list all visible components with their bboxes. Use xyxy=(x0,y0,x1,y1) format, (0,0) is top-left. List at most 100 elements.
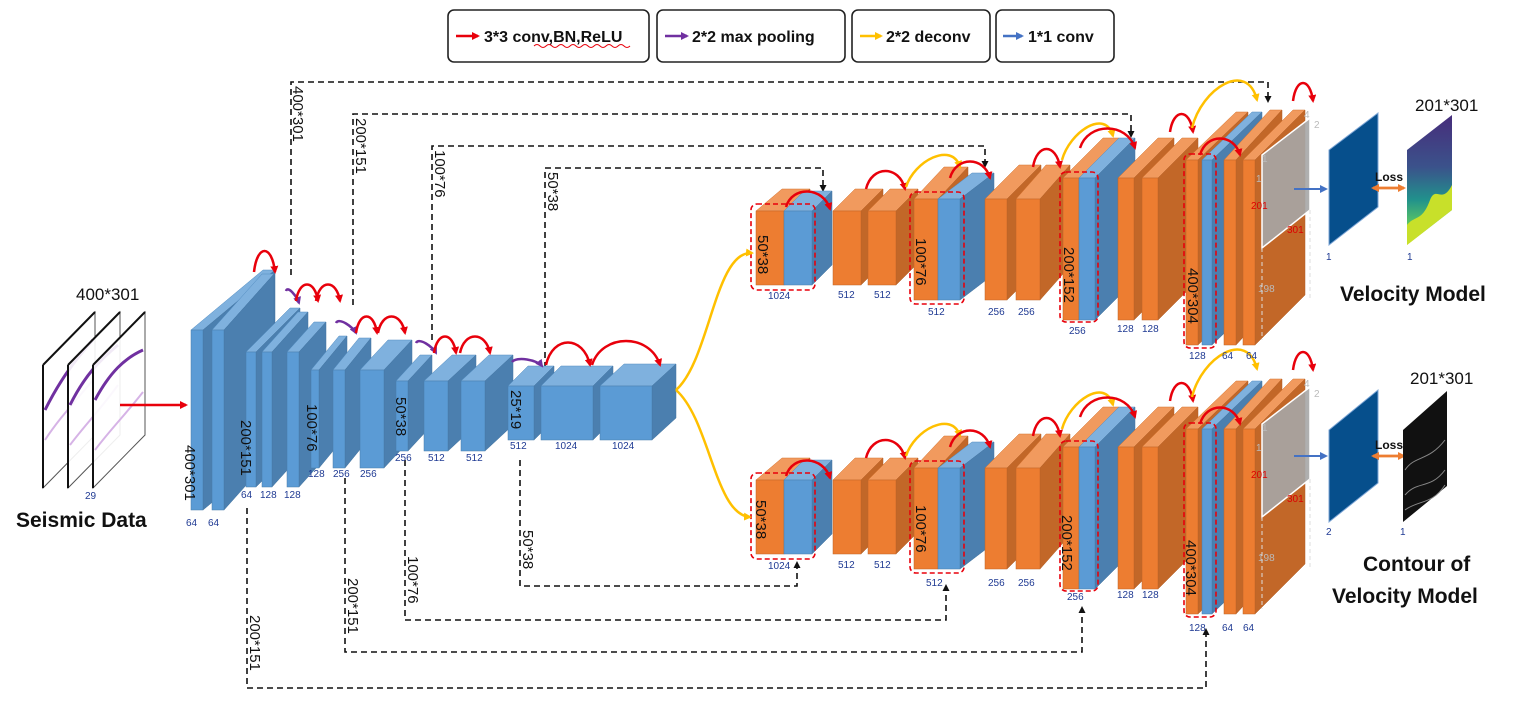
conv-arrow xyxy=(376,315,408,335)
channel-label: 1024 xyxy=(612,441,635,452)
deconv-arrow xyxy=(904,153,963,188)
channel-label: 256 xyxy=(1018,578,1035,589)
decoder-top-dim-3: 200*152 xyxy=(1060,247,1077,303)
output-top-label: Velocity Model xyxy=(1340,283,1486,306)
output-bottom: Loss 2 1 201*301 Contour of Velocity Mod… xyxy=(1294,369,1478,608)
conv-arrow xyxy=(1168,112,1197,134)
encoder xyxy=(190,250,677,511)
seismic-slice xyxy=(92,310,146,490)
output-feature-map xyxy=(1328,388,1379,524)
branch-arrow-top xyxy=(675,248,754,391)
decoder-bottom-dim-2: 100*76 xyxy=(912,505,929,553)
conv-arrow xyxy=(252,250,279,274)
conv-arrow xyxy=(432,335,460,355)
encoder-labels: 400*301 200*151 100*76 50*38 25*19 64 64… xyxy=(181,390,635,529)
pool-arrow xyxy=(284,288,301,305)
skip-line-top-2 xyxy=(352,113,1135,305)
deconv-arrow xyxy=(1190,79,1260,129)
decoder-top-dim-4: 400*304 xyxy=(1184,268,1201,324)
channel-label: 512 xyxy=(466,453,483,464)
legend-item-conv1: 1*1 conv xyxy=(995,9,1115,63)
skip-label-top-4: 50*38 xyxy=(544,172,561,211)
conv-arrow xyxy=(1078,396,1137,419)
channel-label: 512 xyxy=(838,290,855,301)
skip-connections xyxy=(246,81,1272,689)
encoder-block-11 xyxy=(460,354,514,452)
encoder-dim-4: 50*38 xyxy=(392,397,409,436)
output-bottom-label-line2: Velocity Model xyxy=(1332,585,1478,608)
decoder-top-crop-number: 201 xyxy=(1251,201,1268,212)
channel-label: 128 xyxy=(1117,590,1134,601)
loss-label: Loss xyxy=(1375,170,1403,184)
decoder-bottom-block xyxy=(1015,433,1071,570)
channel-label: 128 xyxy=(1189,351,1206,362)
decoder-bottom-crop-number: 1 xyxy=(1262,423,1268,434)
encoder-dim-1: 400*301 xyxy=(181,445,198,501)
channel-label: 256 xyxy=(988,578,1005,589)
output-top-channel-right: 1 xyxy=(1407,252,1413,263)
loss-label: Loss xyxy=(1375,438,1403,452)
decoder-top-crop-number: 2 xyxy=(1314,120,1320,131)
decoder-bottom-dim-1: 50*38 xyxy=(752,500,769,539)
channel-label: 512 xyxy=(838,560,855,571)
decoder-top-crop-number: 198 xyxy=(1258,284,1275,295)
channel-label: 256 xyxy=(1018,307,1035,318)
decoder-top-crop-number: 301 xyxy=(1287,225,1304,236)
channel-label: 128 xyxy=(308,469,325,480)
encoder-dim-5: 25*19 xyxy=(507,390,524,429)
skip-line-bottom-3 xyxy=(344,478,1086,653)
conv-arrow xyxy=(314,283,343,303)
contour-model-image xyxy=(1403,391,1447,522)
channel-label: 64 xyxy=(1246,351,1258,362)
conv-arrow xyxy=(864,438,908,460)
decoder-bottom-crop-number: 201 xyxy=(1251,470,1268,481)
channel-label: 256 xyxy=(360,469,377,480)
legend-conv-label: 3*3 conv,BN,ReLU xyxy=(484,29,622,46)
decoder-bottom-labels: 50*38 100*76 200*152 400*304 1024 512 51… xyxy=(752,500,1255,634)
legend-item-pool: 2*2 max pooling xyxy=(656,9,846,63)
conv-arrow xyxy=(1031,147,1063,169)
channel-label: 1024 xyxy=(555,441,578,452)
decoder-top-crop-number: 4 xyxy=(1304,110,1310,121)
channel-label: 512 xyxy=(510,441,527,452)
encoder-dim-2: 200*151 xyxy=(237,420,254,476)
encoder-dim-3: 100*76 xyxy=(303,404,320,452)
channel-label: 128 xyxy=(284,490,301,501)
decoder-top-crop-number: 1 xyxy=(1256,174,1262,185)
skip-label-bottom-3: 200*151 xyxy=(344,578,361,634)
conv-arrow xyxy=(294,283,322,303)
conv-arrow xyxy=(784,459,833,480)
output-top-title: 201*301 xyxy=(1415,96,1478,115)
skip-line-top-1 xyxy=(290,81,1272,275)
output-top: Loss 1 1 201*301 Velocity Model xyxy=(1294,96,1486,306)
conv-arrow xyxy=(1031,416,1063,438)
channel-label: 128 xyxy=(1142,324,1159,335)
channel-label: 64 xyxy=(1222,351,1234,362)
legend-item-conv: 3*3 conv,BN,ReLU xyxy=(447,9,650,63)
spellcheck-underline xyxy=(533,44,631,48)
conv-arrow xyxy=(544,341,593,367)
conv-arrow xyxy=(1291,350,1317,372)
channel-label: 64 xyxy=(186,518,198,529)
legend-item-deconv: 2*2 deconv xyxy=(851,9,991,63)
legend-pool-label: 2*2 max pooling xyxy=(692,29,815,46)
conv-arrow xyxy=(1291,81,1317,103)
decoder-bottom-crop-number: 1 xyxy=(1256,443,1262,454)
decoder-bottom-dim-4: 400*304 xyxy=(1182,540,1199,596)
deconv-arrow xyxy=(1190,348,1260,398)
legend-deconv-label: 2*2 deconv xyxy=(886,29,971,46)
decoder-bottom-block xyxy=(867,457,919,555)
channel-label: 256 xyxy=(1067,592,1084,603)
pool-arrow xyxy=(334,319,358,335)
channel-label: 1024 xyxy=(768,291,791,302)
conv-arrow xyxy=(1078,127,1137,150)
channel-label: 64 xyxy=(241,490,253,501)
decoder-top-crop-number: 1 xyxy=(1262,154,1268,165)
decoder-top-block xyxy=(867,188,919,286)
channel-label: 128 xyxy=(1189,623,1206,634)
decoder-top-dim-1: 50*38 xyxy=(754,235,771,274)
channel-label: 512 xyxy=(428,453,445,464)
velocity-model-image xyxy=(1407,115,1452,245)
output-bottom-channel-left: 2 xyxy=(1326,527,1332,538)
